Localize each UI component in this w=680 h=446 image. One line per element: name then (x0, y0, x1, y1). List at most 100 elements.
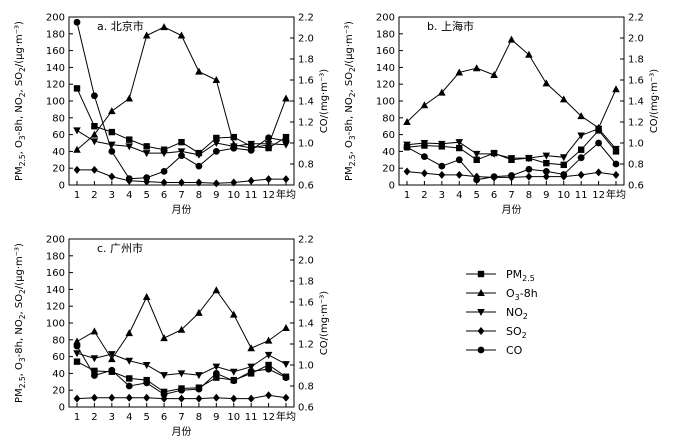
data-point (108, 172, 116, 181)
right-tick-label: 1.6 (298, 298, 314, 309)
data-point (265, 365, 272, 373)
data-point (160, 391, 168, 398)
x-tick-label: 3 (109, 190, 115, 201)
data-point (73, 342, 81, 350)
x-tick-label: 12 (592, 190, 605, 201)
x-tick-label: 8 (196, 412, 202, 423)
x-tick-label: 8 (526, 190, 532, 201)
data-point (525, 50, 533, 58)
data-point (108, 128, 116, 136)
data-point (508, 172, 515, 179)
data-point (542, 152, 551, 160)
x-axis-label: 月份 (172, 426, 192, 438)
left-tick-label: 100 (46, 97, 65, 108)
data-point (178, 386, 185, 394)
data-point (90, 130, 99, 138)
data-point (143, 174, 151, 182)
series-co (73, 18, 290, 183)
right-tick-label: 1.8 (298, 277, 314, 288)
chart-2: 0 20 40 60 80 100 120 140 160 180 200 0.6 0.8 1.0 1.2 1… (344, 13, 660, 217)
data-point (455, 170, 463, 179)
data-point (577, 112, 585, 120)
data-point (160, 167, 168, 175)
data-point (108, 141, 116, 149)
data-point (73, 165, 81, 174)
data-point (472, 150, 481, 158)
data-point (282, 133, 290, 141)
right-tick-label: 1.2 (298, 118, 314, 129)
right-tick-label: 0.8 (298, 382, 314, 393)
data-point (230, 377, 238, 385)
legend-marker (477, 327, 485, 335)
left-tick-label: 0 (389, 181, 395, 192)
data-point (229, 368, 238, 376)
left-tick-label: 140 (376, 63, 395, 74)
series-line (406, 38, 617, 129)
data-point (195, 67, 203, 75)
data-point (403, 167, 411, 176)
data-point (142, 31, 151, 39)
x-tick-label: 1 (74, 412, 80, 423)
data-point (542, 172, 550, 181)
x-tick-label: 11 (575, 190, 588, 201)
left-tick-label: 180 (46, 251, 65, 262)
x-tick-label: 6 (161, 412, 167, 423)
legend-item-no2: NO2 (466, 306, 528, 321)
right-tick-label: 1.6 (628, 76, 644, 87)
data-point (142, 362, 151, 369)
data-point (142, 150, 151, 158)
x-tick-label: 10 (557, 190, 570, 201)
data-point (577, 132, 585, 140)
legend-label: CO (506, 344, 523, 357)
x-tick-label: 7 (178, 412, 184, 423)
data-point (178, 152, 185, 160)
left-axis-label: PM2.5, O3-8h, NO2, SO2/(μg·m⁻³) (14, 21, 27, 181)
series-no2 (73, 127, 290, 159)
data-point (212, 363, 221, 371)
data-point (108, 393, 116, 402)
left-tick-label: 180 (376, 29, 395, 40)
data-point (125, 357, 134, 365)
data-point (265, 134, 272, 142)
x-tick-label: 11 (245, 190, 258, 201)
data-point (126, 136, 133, 143)
left-tick-label: 100 (376, 97, 395, 108)
left-tick-label: 120 (376, 80, 395, 91)
left-tick-label: 60 (52, 352, 65, 363)
data-point (264, 336, 273, 344)
data-point (247, 344, 255, 352)
data-point (212, 286, 221, 294)
data-point (108, 355, 116, 363)
right-tick-label: 1.4 (298, 97, 314, 108)
left-tick-label: 120 (46, 80, 65, 91)
data-point (108, 148, 116, 155)
data-point (560, 161, 567, 169)
data-point (125, 175, 133, 183)
chart-title: c. 广州市 (97, 241, 143, 255)
data-point (612, 145, 620, 153)
data-point (177, 31, 186, 39)
x-tick-label: 12 (262, 412, 275, 423)
chart-1: 0 20 40 60 80 100 120 140 160 180 200 0.6 0.8 1.0 1.2 1… (14, 13, 330, 217)
x-tick-label: 9 (543, 190, 549, 201)
data-point (420, 101, 429, 109)
x-tick-label: 3 (439, 190, 445, 201)
right-tick-label: 2.2 (628, 13, 644, 24)
data-point (142, 292, 151, 300)
x-tick-label: 2 (91, 190, 97, 201)
data-point (160, 178, 168, 187)
data-point (108, 107, 116, 115)
data-point (595, 168, 602, 177)
data-point (438, 162, 446, 170)
data-point (577, 154, 585, 162)
data-point (108, 366, 116, 374)
x-tick-label: 7 (508, 190, 514, 201)
data-point (230, 178, 238, 187)
right-tick-label: 0.6 (298, 403, 314, 414)
data-point (282, 393, 290, 402)
data-point (160, 150, 168, 158)
chart-title: a. 北京市 (97, 19, 144, 33)
data-point (473, 156, 480, 163)
data-point (595, 139, 602, 147)
series-so2 (73, 165, 290, 188)
